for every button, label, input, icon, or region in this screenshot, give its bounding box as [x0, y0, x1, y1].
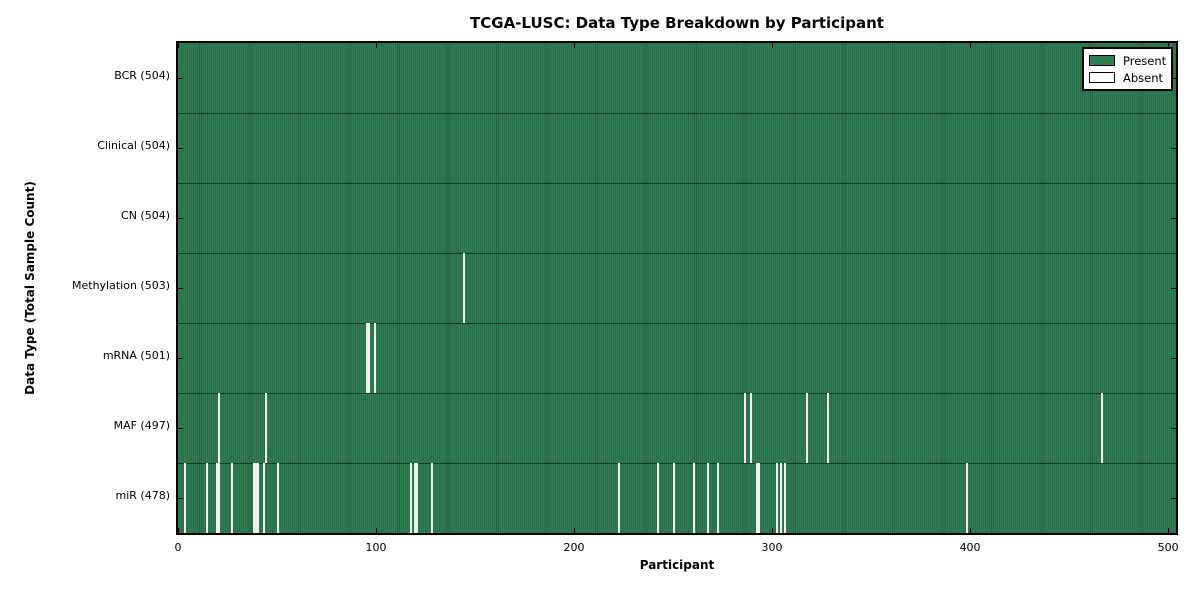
- absent-line: [366, 323, 369, 393]
- y-tick-mark: [178, 358, 183, 359]
- y-tick-mark: [178, 78, 183, 79]
- x-tick-mark: [178, 528, 179, 533]
- y-tick-mark: [178, 148, 183, 149]
- legend-present-label: Present: [1123, 53, 1167, 68]
- x-axis-label: Participant: [639, 558, 715, 572]
- chart-title: TCGA-LUSC: Data Type Breakdown by Partic…: [470, 14, 884, 32]
- y-tick-label: Clinical (504): [97, 139, 170, 152]
- absent-line: [374, 323, 377, 393]
- row-separator: [178, 462, 1176, 464]
- y-tick-mark: [178, 498, 183, 499]
- present-swatch-icon: [1089, 55, 1115, 66]
- absent-line: [463, 253, 466, 323]
- absent-line: [673, 463, 676, 533]
- y-tick-mark: [1171, 148, 1176, 149]
- row-separator: [178, 392, 1176, 394]
- absent-line: [1100, 393, 1103, 463]
- absent-line: [217, 463, 220, 533]
- y-tick-mark: [1171, 288, 1176, 289]
- y-tick-label: miR (478): [115, 489, 171, 502]
- y-tick-mark: [178, 428, 183, 429]
- absent-line: [966, 463, 969, 533]
- absent-line: [183, 463, 186, 533]
- y-tick-label: CN (504): [121, 209, 170, 222]
- absent-swatch-icon: [1089, 72, 1115, 83]
- y-tick-mark: [178, 218, 183, 219]
- absent-line: [827, 393, 830, 463]
- absent-line: [409, 463, 412, 533]
- y-tick-mark: [1171, 428, 1176, 429]
- x-tick-label: 0: [174, 541, 182, 554]
- x-tick-label: 200: [563, 541, 585, 554]
- absent-line: [368, 323, 371, 393]
- absent-line: [431, 463, 434, 533]
- absent-line: [756, 463, 759, 533]
- y-tick-mark: [1171, 358, 1176, 359]
- x-tick-mark: [772, 43, 774, 48]
- y-tick-label: Methylation (503): [72, 279, 170, 292]
- absent-line: [805, 393, 808, 463]
- absent-line: [265, 393, 268, 463]
- x-tick-label: 300: [761, 541, 783, 554]
- row-separator: [178, 252, 1176, 254]
- absent-line: [255, 463, 258, 533]
- x-tick-mark: [376, 43, 378, 48]
- x-tick-mark: [574, 43, 576, 48]
- x-tick-mark: [970, 528, 972, 533]
- absent-line: [776, 463, 778, 533]
- absent-line: [205, 463, 208, 533]
- absent-line: [706, 463, 709, 533]
- absent-line: [231, 463, 234, 533]
- row-separator: [178, 322, 1176, 324]
- absent-line: [257, 463, 260, 533]
- y-tick-label: MAF (497): [113, 419, 170, 432]
- x-tick-mark: [1168, 43, 1170, 48]
- y-tick-mark: [178, 288, 183, 289]
- x-tick-mark: [970, 43, 972, 48]
- x-tick-label: 400: [959, 541, 981, 554]
- legend-entry-absent: Absent: [1089, 69, 1165, 86]
- absent-line: [253, 463, 256, 533]
- plot-area: [176, 41, 1178, 535]
- absent-line: [415, 463, 418, 533]
- legend-entry-present: Present: [1089, 52, 1167, 69]
- absent-line: [716, 463, 719, 533]
- row-separator: [178, 182, 1176, 184]
- absent-line: [217, 393, 220, 463]
- absent-line: [758, 463, 761, 533]
- x-tick-mark: [772, 528, 774, 533]
- y-axis-label: Data Type (Total Sample Count): [23, 181, 37, 395]
- absent-line: [779, 463, 782, 533]
- y-tick-label: mRNA (501): [102, 349, 170, 362]
- absent-line: [744, 393, 747, 463]
- x-tick-mark: [376, 528, 378, 533]
- absent-line: [263, 463, 266, 533]
- y-tick-mark: [1171, 78, 1176, 79]
- x-tick-mark: [574, 528, 576, 533]
- absent-line: [413, 463, 416, 533]
- legend: Present Absent: [1082, 47, 1173, 91]
- x-tick-label: 500: [1157, 541, 1179, 554]
- row-separator: [178, 112, 1176, 114]
- x-tick-label: 100: [365, 541, 387, 554]
- absent-line: [277, 463, 279, 533]
- legend-absent-label: Absent: [1123, 70, 1164, 85]
- absent-line: [783, 463, 786, 533]
- y-tick-label: BCR (504): [114, 69, 170, 82]
- y-tick-mark: [1171, 218, 1176, 219]
- x-tick-mark: [178, 43, 179, 48]
- absent-line: [750, 393, 753, 463]
- absent-line: [617, 463, 620, 533]
- x-tick-mark: [1168, 528, 1170, 533]
- absent-line: [657, 463, 660, 533]
- absent-line: [692, 463, 695, 533]
- absent-line: [215, 463, 218, 533]
- y-tick-mark: [1171, 498, 1176, 499]
